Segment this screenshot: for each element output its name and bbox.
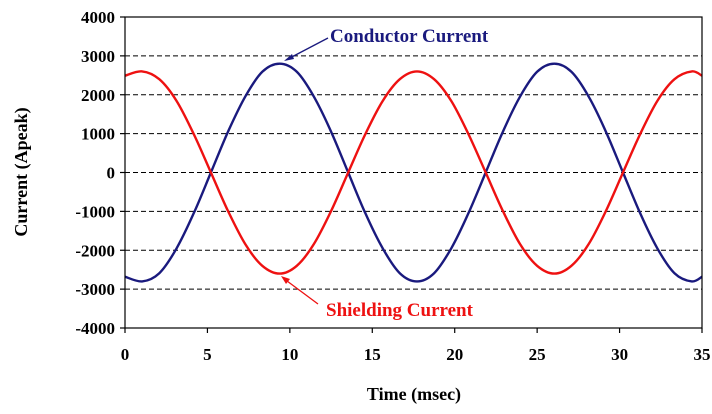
y-tick-label: -2000 xyxy=(75,241,115,260)
series-conductor-current xyxy=(124,62,703,283)
y-axis-title: Current (Apeak) xyxy=(11,107,32,236)
shielding-annotation-arrow xyxy=(282,277,319,305)
x-tick-label: 0 xyxy=(121,345,130,364)
y-tick-label: -1000 xyxy=(75,202,115,221)
series-shielding-current xyxy=(124,70,703,275)
y-tick-label: 0 xyxy=(107,164,116,183)
y-tick-label: 2000 xyxy=(81,86,115,105)
y-tick-label: -3000 xyxy=(75,280,115,299)
x-tick-label: 35 xyxy=(694,345,711,364)
shielding-annotation-arrowhead xyxy=(281,276,290,284)
x-tick-label: 25 xyxy=(529,345,546,364)
gridlines xyxy=(125,55,702,290)
x-tick-label: 10 xyxy=(281,345,298,364)
x-tick-label: 30 xyxy=(611,345,628,364)
conductor-annotation-arrowhead xyxy=(284,54,294,61)
series-line xyxy=(124,62,703,283)
series-layer xyxy=(124,62,703,283)
conductor-annotation-label: Conductor Current xyxy=(330,26,489,47)
x-axis-title: Time (msec) xyxy=(367,384,461,405)
x-tick-label: 5 xyxy=(203,345,212,364)
y-tick-label: 4000 xyxy=(81,8,115,27)
tick-labels: 4000 3000 2000 1000 0 -1000 -2000 -3000 -4000 0 5 1… xyxy=(75,8,710,364)
x-tick-label: 15 xyxy=(364,345,381,364)
conductor-annotation-arrow xyxy=(285,37,329,61)
annotations: Conductor Current Shielding Current xyxy=(281,26,489,321)
shielding-annotation-label: Shielding Current xyxy=(326,300,474,321)
series-line xyxy=(124,70,703,275)
x-tick-label: 20 xyxy=(446,345,463,364)
y-tick-label: 3000 xyxy=(81,47,115,66)
y-tick-label: 1000 xyxy=(81,125,115,144)
y-tick-label: -4000 xyxy=(75,319,115,338)
